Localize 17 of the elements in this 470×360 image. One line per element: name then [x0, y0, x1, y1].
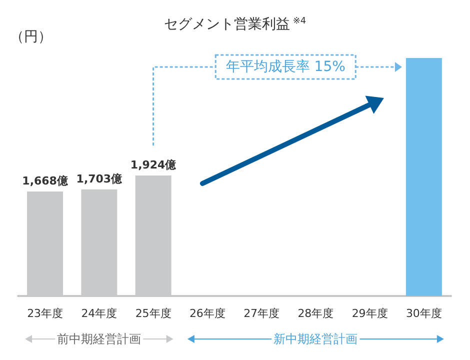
data-label: 1,924億 [130, 158, 178, 172]
data-label: 1,668億 [22, 174, 69, 188]
x-tick-label: 24年度 [81, 307, 118, 320]
x-tick-label: 27年度 [244, 307, 280, 320]
x-tick-label: 23年度 [27, 307, 64, 320]
data-label: 1,703億 [76, 172, 124, 186]
text: 新中期経営計画 [274, 332, 358, 346]
x-tick-label: 26年度 [189, 307, 226, 320]
text: 前中期経営計画 [57, 332, 142, 346]
x-tick-label: 29年度 [352, 307, 388, 320]
chart-title: セグメント営業利益※4 [164, 16, 306, 32]
x-tick-label: 30年度 [406, 307, 442, 320]
x-tick-label: 28年度 [298, 307, 334, 320]
annotation: 年平均成長率 15% [226, 59, 346, 75]
bar [406, 58, 442, 296]
x-tick-label: 25年度 [135, 307, 172, 320]
y-axis-title: （円） [10, 29, 52, 45]
